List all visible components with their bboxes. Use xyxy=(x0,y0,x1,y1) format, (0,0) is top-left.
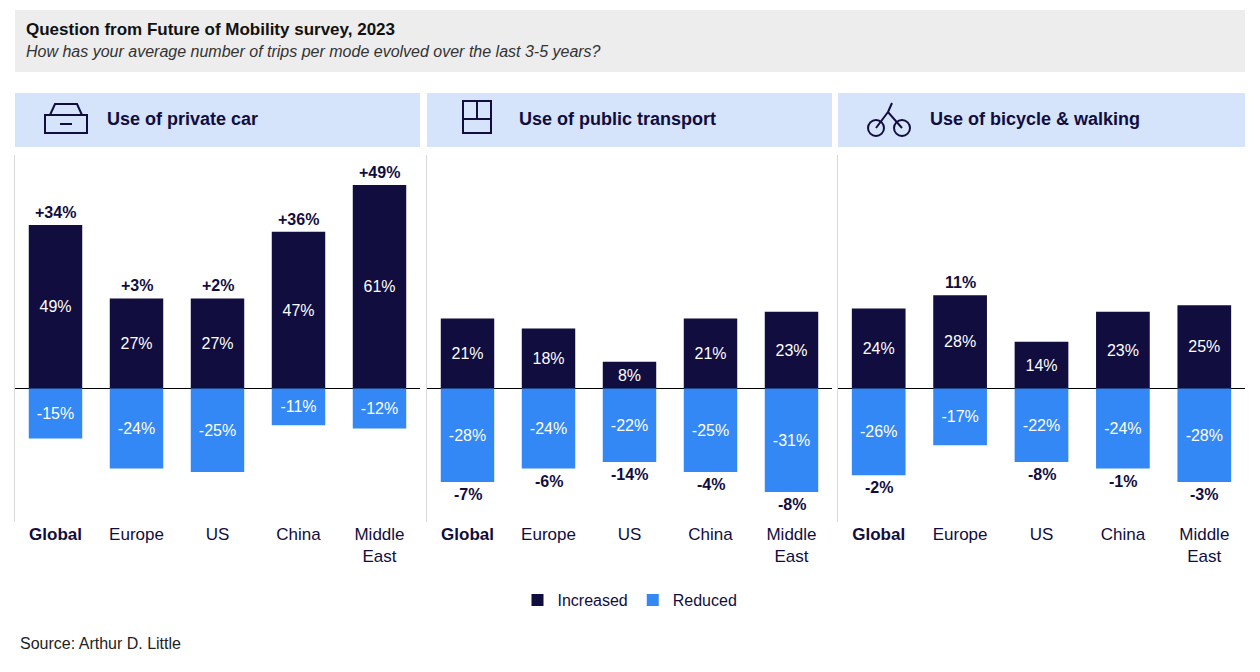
svg-text:-14%: -14% xyxy=(611,466,648,483)
svg-text:Use of bicycle & walking: Use of bicycle & walking xyxy=(930,109,1140,129)
svg-text:-12%: -12% xyxy=(361,400,398,417)
svg-text:How has your average number of: How has your average number of trips per… xyxy=(26,43,601,60)
svg-text:21%: 21% xyxy=(451,345,483,362)
svg-text:-15%: -15% xyxy=(37,405,74,422)
svg-text:27%: 27% xyxy=(201,335,233,352)
svg-text:Europe: Europe xyxy=(109,525,164,544)
svg-text:Increased: Increased xyxy=(558,592,628,609)
svg-text:47%: 47% xyxy=(282,302,314,319)
svg-text:US: US xyxy=(618,525,642,544)
svg-text:China: China xyxy=(276,525,321,544)
svg-text:-7%: -7% xyxy=(454,486,482,503)
svg-text:-24%: -24% xyxy=(118,420,155,437)
svg-text:-11%: -11% xyxy=(280,398,316,415)
svg-text:Question from Future of Mobili: Question from Future of Mobility survey,… xyxy=(26,20,395,39)
svg-text:23%: 23% xyxy=(775,342,807,359)
svg-text:-28%: -28% xyxy=(449,427,486,444)
svg-text:+3%: +3% xyxy=(121,277,153,294)
svg-text:24%: 24% xyxy=(863,340,895,357)
svg-text:China: China xyxy=(1101,525,1146,544)
svg-text:Global: Global xyxy=(441,525,494,544)
svg-text:61%: 61% xyxy=(363,278,395,295)
svg-text:8%: 8% xyxy=(618,367,641,384)
svg-text:Use of public transport: Use of public transport xyxy=(519,109,716,129)
svg-text:11%: 11% xyxy=(945,274,976,291)
svg-text:-8%: -8% xyxy=(1028,466,1056,483)
svg-text:-24%: -24% xyxy=(530,420,567,437)
svg-text:-8%: -8% xyxy=(778,496,806,513)
svg-text:MiddleEast: MiddleEast xyxy=(354,525,404,566)
svg-text:MiddleEast: MiddleEast xyxy=(766,525,816,566)
svg-text:-25%: -25% xyxy=(199,422,236,439)
svg-text:US: US xyxy=(206,525,230,544)
svg-text:25%: 25% xyxy=(1188,338,1220,355)
svg-text:US: US xyxy=(1030,525,1054,544)
svg-text:-31%: -31% xyxy=(773,432,810,449)
svg-text:-3%: -3% xyxy=(1190,486,1218,503)
svg-text:Europe: Europe xyxy=(933,525,988,544)
svg-text:21%: 21% xyxy=(694,345,726,362)
svg-text:+36%: +36% xyxy=(278,211,319,228)
svg-text:18%: 18% xyxy=(532,350,564,367)
svg-text:-22%: -22% xyxy=(611,417,648,434)
svg-text:-22%: -22% xyxy=(1023,417,1060,434)
svg-text:MiddleEast: MiddleEast xyxy=(1179,525,1229,566)
svg-text:27%: 27% xyxy=(120,335,152,352)
svg-text:China: China xyxy=(688,525,733,544)
svg-text:-24%: -24% xyxy=(1104,420,1141,437)
svg-text:28%: 28% xyxy=(944,333,976,350)
svg-text:Use of private car: Use of private car xyxy=(107,109,258,129)
svg-text:+49%: +49% xyxy=(359,164,400,181)
svg-text:Global: Global xyxy=(29,525,82,544)
svg-text:Europe: Europe xyxy=(521,525,576,544)
svg-text:-17%: -17% xyxy=(941,408,978,425)
svg-text:14%: 14% xyxy=(1025,357,1057,374)
svg-text:Source: Arthur D. Little: Source: Arthur D. Little xyxy=(20,635,181,652)
svg-text:49%: 49% xyxy=(39,298,71,315)
svg-text:-25%: -25% xyxy=(692,422,729,439)
svg-text:23%: 23% xyxy=(1107,342,1139,359)
svg-text:Reduced: Reduced xyxy=(673,592,737,609)
svg-text:-2%: -2% xyxy=(865,479,893,496)
svg-text:-6%: -6% xyxy=(535,473,563,490)
svg-text:Global: Global xyxy=(852,525,905,544)
svg-text:-1%: -1% xyxy=(1109,473,1137,490)
svg-text:-26%: -26% xyxy=(860,423,897,440)
svg-text:-4%: -4% xyxy=(697,476,725,493)
svg-text:-28%: -28% xyxy=(1186,427,1223,444)
svg-text:+2%: +2% xyxy=(202,277,234,294)
svg-text:+34%: +34% xyxy=(35,204,76,221)
